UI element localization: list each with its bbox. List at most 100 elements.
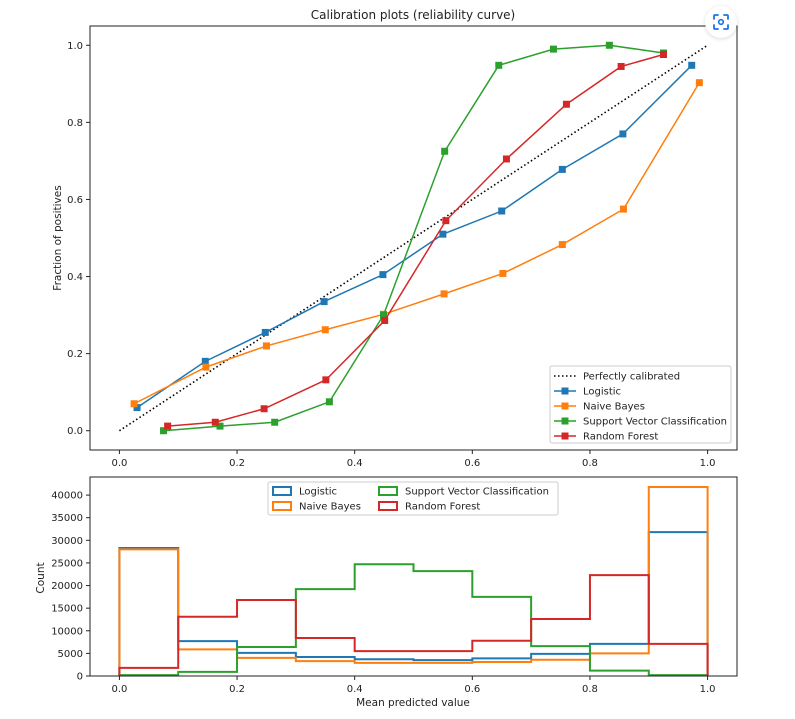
top-axes-frame bbox=[89, 25, 738, 451]
random-forest-calibration-point bbox=[502, 155, 510, 163]
top-y-tick-label: 1.0 bbox=[67, 41, 83, 52]
legend-swatch-marker bbox=[561, 387, 569, 395]
logistic-calibration-point bbox=[619, 130, 627, 138]
top-y-tick-label: 0.0 bbox=[67, 426, 83, 437]
bottom-y-tick-label: 15000 bbox=[51, 604, 83, 615]
top-y-axis-label: Fraction of positives bbox=[52, 185, 64, 290]
random-forest-calibration-point bbox=[260, 405, 268, 413]
naive-bayes-calibration-point bbox=[619, 205, 627, 213]
top-legend-box bbox=[549, 365, 732, 444]
top-plot-area bbox=[118, 41, 709, 435]
logistic-calibration-point bbox=[498, 207, 506, 215]
bottom-x-tick-label: 0.0 bbox=[111, 684, 127, 695]
logistic-calibration-point bbox=[688, 61, 696, 69]
histogram-plot: Count Mean predicted value 0.0 0.2 0.4 0.6 0… bbox=[35, 476, 738, 709]
logistic-calibration-point bbox=[320, 298, 328, 306]
visual-search-button[interactable] bbox=[705, 6, 737, 38]
naive-bayes-calibration-point bbox=[558, 241, 566, 249]
logistic-calibration-point bbox=[439, 230, 447, 238]
naive-bayes-histogram-step bbox=[118, 485, 709, 676]
naive-bayes-calibration-point bbox=[695, 79, 703, 87]
top-legend: Perfectly calibrated Logistic Naive Bayes S… bbox=[549, 365, 732, 444]
bottom-tick-group: 0.0 0.2 0.4 0.6 0.8 1.0 0 5000 10000 15000 20000 25… bbox=[51, 491, 715, 695]
bottom-x-tick-label: 0.8 bbox=[582, 684, 598, 695]
bottom-y-axis-label: Count bbox=[35, 562, 47, 593]
random-forest-calibration-point bbox=[381, 316, 389, 324]
support-vector-classification-calibration-point bbox=[549, 45, 557, 53]
bottom-legend-label: Logistic bbox=[299, 487, 337, 498]
bottom-legend-swatch bbox=[272, 501, 292, 511]
bottom-y-tick-label: 35000 bbox=[51, 513, 83, 524]
bottom-y-tick-label: 0 bbox=[77, 672, 83, 683]
bottom-x-tick-label: 0.6 bbox=[464, 684, 480, 695]
bottom-y-tick-label: 20000 bbox=[51, 581, 83, 592]
support-vector-classification-calibration-point bbox=[325, 398, 333, 406]
legend-swatch-marker bbox=[561, 402, 569, 410]
top-x-tick-label: 0.8 bbox=[582, 458, 598, 469]
bottom-legend-label: Naive Bayes bbox=[299, 502, 361, 513]
naive-bayes-calibration-point bbox=[130, 400, 138, 408]
logistic-calibration-point bbox=[261, 328, 269, 336]
visual-search-icon bbox=[713, 14, 729, 30]
top-legend-label: Naive Bayes bbox=[583, 402, 645, 413]
naive-bayes-calibration-point bbox=[262, 342, 270, 350]
support-vector-classification-calibration-point bbox=[216, 422, 224, 430]
legend-swatch-marker bbox=[561, 417, 569, 425]
top-x-tick-label: 0.6 bbox=[464, 458, 480, 469]
random-forest-calibration-line bbox=[167, 53, 664, 427]
top-x-tick-label: 1.0 bbox=[700, 458, 716, 469]
top-y-tick-label: 0.6 bbox=[67, 195, 83, 206]
bottom-x-tick-label: 0.4 bbox=[347, 684, 363, 695]
logistic-calibration-point bbox=[379, 271, 387, 279]
logistic-calibration-point bbox=[558, 165, 566, 173]
calibration-plot: Calibration plots (reliability curve) Fr… bbox=[52, 8, 738, 469]
top-x-tick-label: 0.4 bbox=[347, 458, 363, 469]
bottom-x-axis-label: Mean predicted value bbox=[356, 697, 470, 709]
bottom-y-tick-label: 30000 bbox=[51, 536, 83, 547]
bottom-legend-box bbox=[267, 481, 559, 516]
top-y-tick-label: 0.8 bbox=[67, 118, 83, 129]
logistic-calibration-line bbox=[136, 64, 693, 409]
top-legend-label: Support Vector Classification bbox=[583, 417, 727, 428]
logistic-calibration-point bbox=[133, 404, 141, 412]
legend-swatch-marker bbox=[561, 432, 569, 440]
bottom-y-tick-label: 25000 bbox=[51, 558, 83, 569]
bottom-axes-frame bbox=[89, 476, 738, 677]
random-forest-calibration-point bbox=[164, 422, 172, 430]
top-legend-label: Logistic bbox=[583, 387, 621, 398]
bottom-legend-swatch bbox=[378, 486, 398, 496]
bottom-legend-swatch bbox=[378, 501, 398, 511]
top-chart-title: Calibration plots (reliability curve) bbox=[311, 8, 515, 22]
random-forest-calibration-point bbox=[211, 418, 219, 426]
top-x-tick-label: 0.0 bbox=[111, 458, 127, 469]
support-vector-classification-calibration-point bbox=[495, 61, 503, 69]
top-y-tick-label: 0.4 bbox=[67, 272, 83, 283]
top-tick-group: 0.0 0.2 0.4 0.6 0.8 1.0 0.0 0.2 0.4 0.6 0.8 1.0 bbox=[67, 41, 715, 469]
random-forest-calibration-point bbox=[562, 100, 570, 108]
top-legend-label: Random Forest bbox=[583, 432, 658, 443]
logistic-calibration-point bbox=[201, 357, 209, 365]
top-legend-label: Perfectly calibrated bbox=[583, 372, 680, 383]
support-vector-classification-calibration-point bbox=[380, 311, 388, 319]
naive-bayes-calibration-point bbox=[440, 290, 448, 298]
naive-bayes-calibration-line bbox=[133, 82, 700, 405]
logistic-histogram-step bbox=[118, 531, 709, 676]
support-vector-classification-histogram-step bbox=[118, 563, 709, 677]
random-forest-calibration-point bbox=[617, 62, 625, 70]
bottom-x-tick-label: 0.2 bbox=[229, 684, 245, 695]
bottom-legend-label: Random Forest bbox=[405, 502, 480, 513]
random-forest-calibration-point bbox=[659, 51, 667, 59]
bottom-y-tick-label: 5000 bbox=[58, 649, 83, 660]
random-forest-histogram-step bbox=[118, 574, 709, 676]
bottom-y-tick-label: 40000 bbox=[51, 491, 83, 502]
top-y-tick-label: 0.2 bbox=[67, 349, 83, 360]
perfectly-calibrated-line bbox=[118, 44, 709, 432]
support-vector-classification-calibration-point bbox=[605, 41, 613, 49]
support-vector-classification-calibration-line bbox=[163, 44, 664, 432]
support-vector-classification-calibration-point bbox=[271, 418, 279, 426]
bottom-plot-area bbox=[118, 485, 709, 677]
bottom-legend: Logistic Naive Bayes Support Vector Classi… bbox=[267, 481, 559, 516]
support-vector-classification-calibration-point bbox=[160, 427, 168, 435]
bottom-y-tick-label: 10000 bbox=[51, 626, 83, 637]
